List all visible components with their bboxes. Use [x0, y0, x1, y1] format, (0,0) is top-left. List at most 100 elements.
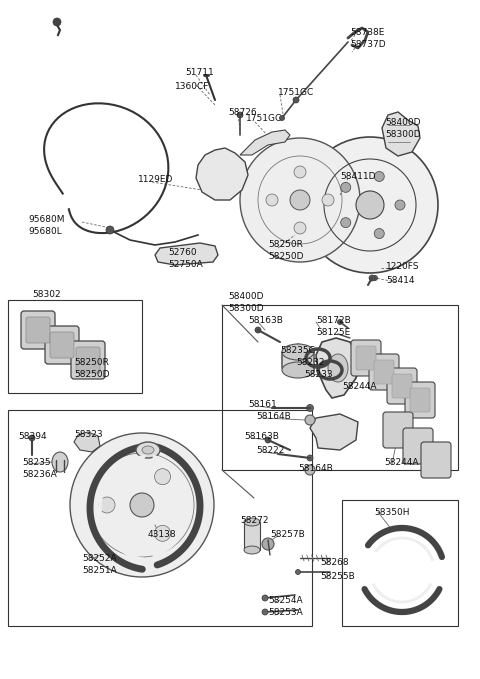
Ellipse shape [337, 320, 343, 325]
Ellipse shape [282, 362, 314, 378]
Ellipse shape [70, 433, 214, 577]
Ellipse shape [265, 437, 271, 443]
Text: 58257B: 58257B [270, 530, 305, 539]
Ellipse shape [99, 497, 115, 513]
Ellipse shape [282, 344, 314, 360]
FancyBboxPatch shape [403, 428, 433, 464]
Ellipse shape [155, 469, 170, 485]
Ellipse shape [305, 415, 315, 425]
Text: 58250R: 58250R [74, 358, 109, 367]
FancyBboxPatch shape [26, 317, 50, 343]
Text: 58250R: 58250R [268, 240, 303, 249]
Text: 58232: 58232 [296, 358, 324, 367]
Text: 52760: 52760 [168, 248, 197, 257]
Text: 52750A: 52750A [168, 260, 203, 269]
Ellipse shape [374, 172, 384, 181]
FancyBboxPatch shape [369, 354, 399, 390]
Ellipse shape [136, 442, 160, 458]
Text: 51711: 51711 [185, 68, 214, 77]
Text: 58161: 58161 [248, 400, 277, 409]
Ellipse shape [244, 546, 260, 554]
Ellipse shape [262, 538, 274, 550]
Ellipse shape [255, 327, 261, 333]
Text: 58250D: 58250D [268, 252, 303, 261]
Ellipse shape [142, 446, 154, 454]
Ellipse shape [307, 405, 313, 411]
Ellipse shape [29, 435, 35, 441]
Ellipse shape [294, 222, 306, 234]
FancyBboxPatch shape [50, 332, 74, 358]
Text: 43138: 43138 [148, 530, 177, 539]
Ellipse shape [262, 595, 268, 601]
FancyBboxPatch shape [383, 412, 413, 448]
Ellipse shape [305, 465, 315, 475]
Ellipse shape [106, 226, 114, 234]
FancyBboxPatch shape [76, 347, 100, 373]
Ellipse shape [240, 138, 360, 262]
Text: 58411D: 58411D [340, 172, 375, 181]
FancyBboxPatch shape [71, 341, 105, 379]
Polygon shape [316, 338, 358, 398]
Polygon shape [74, 432, 100, 452]
FancyBboxPatch shape [405, 382, 435, 418]
FancyBboxPatch shape [45, 326, 79, 364]
Text: 58251A: 58251A [82, 566, 117, 575]
Ellipse shape [155, 526, 170, 541]
Text: 58738E: 58738E [350, 28, 384, 37]
Text: 58172B: 58172B [316, 316, 351, 325]
Ellipse shape [279, 115, 285, 120]
Text: 58235C: 58235C [280, 346, 315, 355]
Text: 58244A: 58244A [384, 458, 419, 467]
Ellipse shape [296, 570, 300, 574]
Ellipse shape [341, 218, 351, 227]
Ellipse shape [374, 229, 384, 238]
Text: 58164B: 58164B [256, 412, 291, 421]
FancyBboxPatch shape [392, 374, 412, 398]
Text: 58302: 58302 [32, 290, 60, 299]
Text: 58222: 58222 [256, 446, 284, 455]
Ellipse shape [372, 276, 377, 280]
Text: 58394: 58394 [18, 432, 47, 441]
Ellipse shape [293, 97, 299, 103]
Text: 58125E: 58125E [316, 328, 350, 337]
Text: 58233: 58233 [304, 370, 333, 379]
Ellipse shape [53, 18, 61, 26]
Bar [244, 522, 260, 550]
FancyBboxPatch shape [356, 346, 376, 370]
Text: 58236A: 58236A [22, 470, 57, 479]
Text: 58400D: 58400D [385, 118, 420, 127]
Bar [8, 300, 142, 393]
Ellipse shape [294, 166, 306, 178]
Text: 1220FS: 1220FS [386, 262, 420, 271]
Polygon shape [310, 414, 358, 450]
Text: 58300D: 58300D [228, 304, 264, 313]
FancyBboxPatch shape [421, 442, 451, 478]
Text: 58350H: 58350H [374, 508, 409, 517]
Text: 1751GC: 1751GC [246, 114, 282, 123]
Text: 58163B: 58163B [248, 316, 283, 325]
Text: 58164B: 58164B [298, 464, 333, 473]
Ellipse shape [290, 190, 310, 210]
Text: 58300D: 58300D [385, 130, 420, 139]
Text: 58235: 58235 [22, 458, 50, 467]
Text: 58252A: 58252A [82, 554, 117, 563]
Polygon shape [196, 148, 248, 200]
Text: 58253A: 58253A [268, 608, 303, 617]
Bar [222, 305, 458, 470]
Text: 1751GC: 1751GC [278, 88, 314, 97]
FancyBboxPatch shape [351, 340, 381, 376]
Ellipse shape [130, 493, 154, 517]
Text: 58255B: 58255B [320, 572, 355, 581]
Text: 58323: 58323 [74, 430, 103, 439]
Text: 58272: 58272 [240, 516, 268, 525]
Polygon shape [155, 243, 218, 265]
Polygon shape [282, 344, 314, 375]
Text: 1360CF: 1360CF [175, 82, 209, 91]
Ellipse shape [266, 194, 278, 206]
Ellipse shape [369, 275, 375, 281]
Ellipse shape [244, 518, 260, 526]
Text: 58726: 58726 [228, 108, 257, 117]
Ellipse shape [322, 194, 334, 206]
Ellipse shape [302, 137, 438, 273]
Text: 1129ED: 1129ED [138, 175, 173, 184]
